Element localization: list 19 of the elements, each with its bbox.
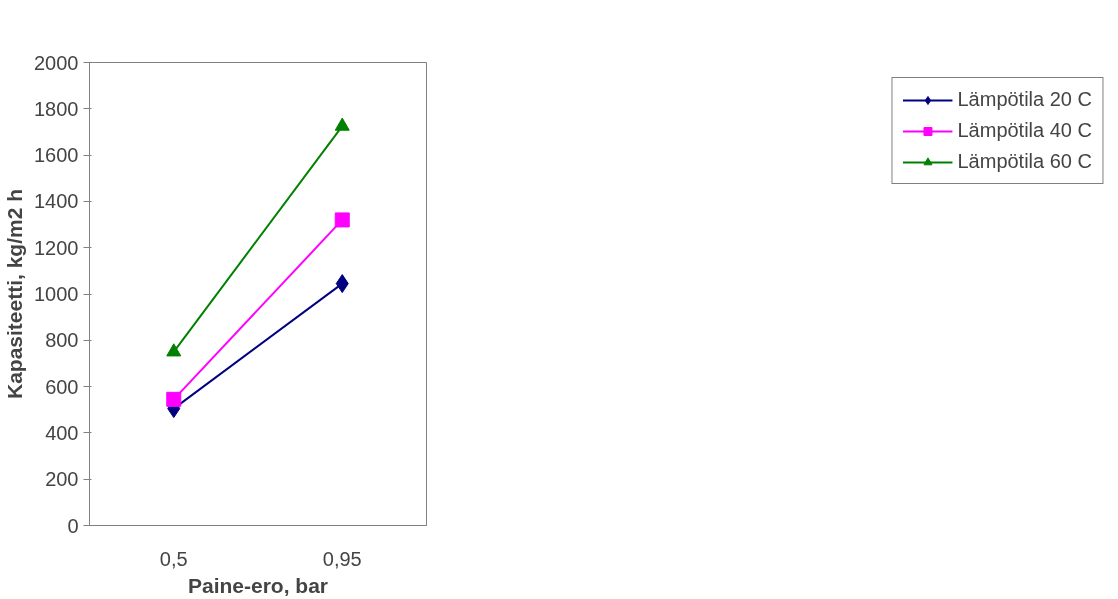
x-tick-label: 0,5 <box>159 547 188 570</box>
x-tick-label: 0,95 <box>322 547 362 570</box>
y-tick-label: 1000 <box>34 283 79 305</box>
legend-label: Lämpötila 60 C <box>957 150 1092 173</box>
legend-label: Lämpötila 20 C <box>957 88 1092 111</box>
point <box>334 212 350 228</box>
y-tick-label: 1800 <box>34 97 79 120</box>
y-axis-title: Kapasiteetti, kg/m2 h <box>3 188 27 400</box>
y-tick-label: 200 <box>45 468 79 491</box>
y-tick-label: 1200 <box>34 236 79 259</box>
y-tick-label: 400 <box>45 421 79 444</box>
y-tick-label: 0 <box>67 514 79 537</box>
y-tick-label: 800 <box>45 329 79 352</box>
y-tick-label: 1400 <box>34 190 79 213</box>
y-tick-label: 2000 <box>34 51 79 74</box>
legend-label: Lämpötila 40 C <box>957 119 1092 142</box>
x-axis-title: Paine-ero, bar <box>187 573 329 597</box>
y-tick-label: 600 <box>45 375 79 398</box>
y-tick-label: 1600 <box>34 144 79 167</box>
